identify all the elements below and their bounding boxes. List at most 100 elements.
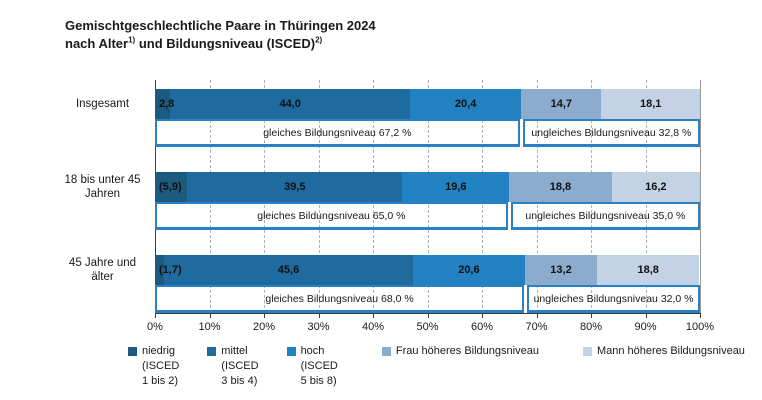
category-label-line: älter: [91, 271, 114, 283]
bracket-gleiches: gleiches Bildungsniveau 67,2 %: [155, 119, 520, 147]
x-tick-label: 100%: [685, 321, 715, 333]
bar-value-label: 39,5: [284, 181, 306, 193]
x-tick-label: 0%: [147, 321, 163, 333]
legend-label-line: mittel: [221, 345, 248, 357]
x-tick-label: 70%: [525, 321, 548, 333]
bar-segment: [412, 255, 526, 285]
x-axis-tick: [373, 313, 374, 318]
bar-value-label: 18,8: [549, 181, 572, 193]
bar-value-label: 44,0: [279, 98, 301, 110]
x-axis-tick: [591, 313, 592, 318]
category-label-line: 45 Jahre und: [68, 257, 137, 269]
bracket-gleiches: gleiches Bildungsniveau 65,0 %: [155, 202, 508, 230]
bar-value-label: 18,8: [637, 264, 659, 276]
legend-marker-icon: [207, 347, 217, 356]
legend-label-line: Mann höheres Bildungsniveau: [596, 345, 745, 357]
x-axis-tick: [264, 313, 265, 318]
x-tick-label: 30%: [307, 321, 330, 333]
legend-marker-icon: [286, 347, 296, 356]
legend-label-line: 5 bis 8): [300, 375, 337, 387]
bar-segment: [187, 172, 403, 202]
legend-label-line: (ISCED: [221, 360, 259, 372]
bar-value-label: (5,9): [159, 181, 182, 193]
legend: niedrig (ISCED 1 bis 2) mittel (ISCED 3 bis 4…: [128, 344, 762, 389]
bar-value-label: 20,4: [454, 98, 477, 110]
bar-value-label: 45,6: [277, 264, 300, 276]
x-axis-tick: [155, 313, 156, 318]
x-tick-label: 80%: [579, 321, 603, 333]
bar-segment: [509, 172, 612, 202]
bracket-row: gleiches Bildungsniveau 65,0 % ungleiches…: [155, 202, 700, 230]
bar-segment: [402, 172, 510, 202]
x-axis-tick: [318, 313, 320, 318]
bar-segment: [155, 89, 171, 119]
x-axis-line: [155, 313, 700, 314]
legend-marker-icon: [582, 347, 592, 356]
category-label-line: 18 bis unter 45: [64, 174, 141, 186]
bracket-row: gleiches Bildungsniveau 68,0 % ungleiches…: [155, 285, 700, 313]
chart-title-line2-text1: nach Alter: [65, 36, 129, 51]
legend-label: mittel (ISCED 3 bis 4): [221, 344, 258, 389]
category-label: Insgesamt: [55, 97, 150, 111]
x-axis-tick: [209, 313, 211, 318]
bracket-gleiches: gleiches Bildungsniveau 68,0 %: [155, 285, 525, 313]
bar-segment: [601, 89, 700, 119]
x-tick-label: 10%: [198, 321, 221, 333]
bar-segment: [611, 172, 700, 202]
bar-row: (1,7) 45,6 20,6 13,2 18,8: [155, 255, 700, 285]
bar-segment: [525, 255, 597, 285]
x-axis-tick: [482, 313, 483, 318]
category-label: 45 Jahre und älter: [55, 256, 150, 284]
category-label: 18 bis unter 45 Jahren: [55, 173, 150, 201]
x-tick-label: 20%: [252, 321, 276, 333]
bar-segment: [155, 172, 188, 202]
legend-label-line: (ISCED: [300, 360, 338, 372]
bar-segment: [170, 89, 411, 119]
legend-item: Mann höheres Bildungsniveau: [582, 344, 745, 359]
x-axis-tick: [427, 313, 429, 318]
bar-value-label: 16,2: [645, 181, 667, 193]
category-label-line: Insgesamt: [75, 98, 130, 110]
bracket-ungleiches: ungleiches Bildungsniveau 32,8 %: [522, 119, 700, 147]
bar-value-label: 19,6: [445, 181, 467, 193]
bar-segment: [521, 89, 602, 119]
legend-label-line: hoch: [300, 345, 325, 357]
chart-title-line2-text2: und Bildungsniveau (ISCED): [135, 36, 316, 51]
x-tick-label: 90%: [634, 321, 657, 333]
legend-label: Mann höheres Bildungsniveau: [597, 344, 745, 359]
legend-label: Frau höheres Bildungsniveau: [396, 344, 539, 359]
legend-label-line: 3 bis 4): [221, 375, 258, 387]
legend-label: niedrig (ISCED 1 bis 2): [142, 344, 179, 389]
legend-label: hoch (ISCED 5 bis 8): [301, 344, 338, 389]
legend-item: niedrig (ISCED 1 bis 2): [128, 344, 179, 389]
bar-segment: [596, 255, 700, 285]
legend-marker-icon: [128, 347, 137, 356]
bar-row: (5,9) 39,5 19,6 18,8 16,2: [155, 172, 700, 202]
chart-title-line2: nach Alter1) und Bildungsniveau (ISCED)2…: [65, 35, 376, 53]
bracket-row: gleiches Bildungsniveau 67,2 % ungleiches…: [155, 119, 700, 147]
category-label-line: Jahren: [84, 188, 121, 200]
bar-segment: [164, 255, 413, 285]
x-axis-tick: [645, 313, 647, 318]
bar-segment: [155, 255, 165, 285]
chart-title: Gemischtgeschlechtliche Paare in Thüring…: [65, 17, 376, 53]
bar-value-label: 13,2: [550, 264, 572, 276]
legend-item: mittel (ISCED 3 bis 4): [207, 344, 259, 389]
legend-item: hoch (ISCED 5 bis 8): [286, 344, 338, 389]
legend-label-line: 1 bis 2): [142, 375, 179, 387]
bar-value-label: 2,8: [159, 98, 175, 110]
x-axis-tick: [536, 313, 538, 318]
x-axis-tick: [700, 313, 701, 318]
bracket-ungleiches: ungleiches Bildungsniveau 35,0 %: [510, 202, 700, 230]
bracket-ungleiches: ungleiches Bildungsniveau 32,0 %: [527, 285, 700, 313]
legend-label-line: niedrig: [142, 345, 176, 357]
chart-title-line1: Gemischtgeschlechtliche Paare in Thüring…: [65, 18, 376, 33]
legend-marker-icon: [381, 347, 391, 356]
bar-value-label: 18,1: [639, 98, 662, 110]
bar-value-label: 20,6: [458, 264, 480, 276]
x-tick-label: 50%: [416, 321, 439, 333]
x-tick-label: 60%: [470, 321, 494, 333]
footnote-marker-1: 1): [128, 35, 136, 45]
legend-label-line: (ISCED: [142, 360, 180, 372]
